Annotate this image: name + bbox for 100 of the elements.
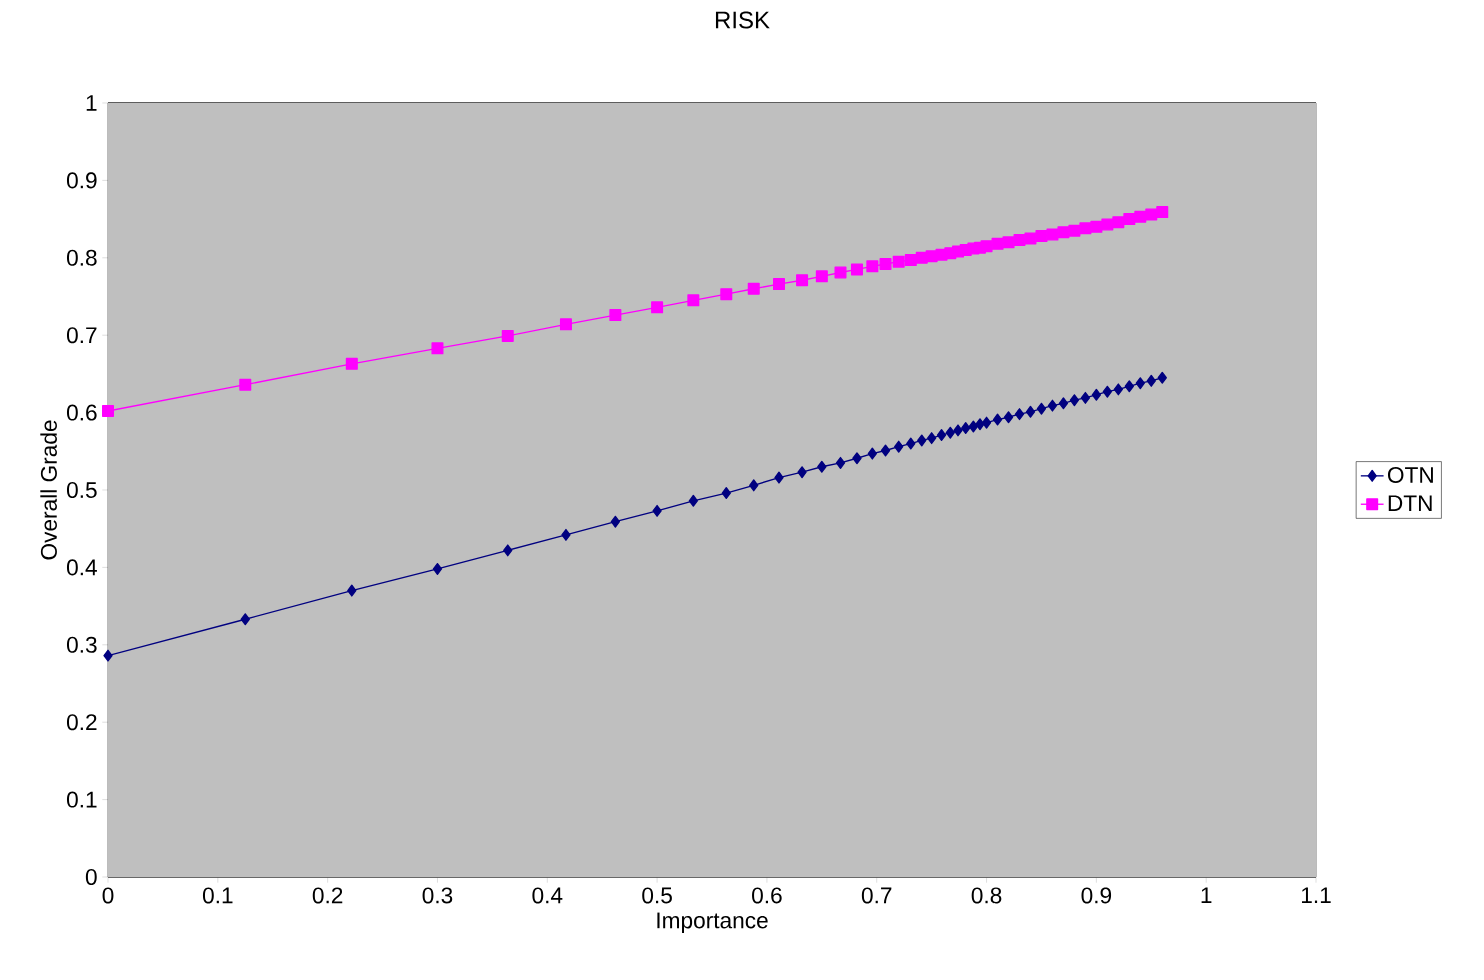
point [980, 240, 993, 253]
y-tick-label: 0.2 [66, 714, 97, 731]
point [892, 255, 905, 268]
y-tick-label: 0.1 [66, 791, 97, 808]
point [1135, 377, 1145, 390]
point [240, 613, 250, 626]
point [945, 426, 955, 439]
y-tick-label: 0.9 [66, 172, 97, 189]
y-tick-label: 0.7 [66, 327, 97, 344]
x-axis-title: Importance [657, 912, 768, 933]
point [815, 270, 828, 283]
y-tick-label: 0.5 [66, 481, 97, 499]
x-tick-label: 0 [102, 887, 114, 904]
point [102, 405, 115, 418]
y-tick-label: 0.4 [66, 559, 97, 576]
point [688, 494, 699, 507]
y-tick-label: 0 [85, 868, 97, 886]
x-tick-label: 0.9 [1081, 887, 1112, 904]
point [894, 440, 904, 453]
x-tick-label: 0.4 [532, 887, 563, 904]
x-tick-label: 0.8 [971, 887, 1002, 904]
point [797, 466, 807, 479]
point [609, 309, 622, 322]
point [852, 452, 862, 465]
point [345, 357, 358, 370]
point [1003, 411, 1014, 424]
point [687, 294, 700, 307]
point [610, 515, 621, 528]
point [1047, 399, 1058, 412]
point [774, 471, 784, 484]
x-tick-label: 0.1 [202, 887, 233, 904]
x-tick-label: 1 [1201, 887, 1212, 903]
chart-title: RISK [715, 11, 770, 29]
point [850, 263, 863, 276]
point [1145, 208, 1158, 221]
y-tick-label: 0.8 [66, 249, 97, 266]
point [1112, 216, 1125, 229]
point [904, 254, 917, 267]
point [953, 424, 963, 437]
y-tick-label: 0.3 [66, 636, 97, 653]
point [1025, 405, 1036, 418]
point [501, 329, 514, 342]
point [817, 460, 827, 473]
point [1058, 397, 1069, 410]
point [1068, 224, 1081, 237]
y-axis-title: Overall Grade [40, 420, 57, 560]
point [1101, 218, 1114, 231]
point [239, 378, 252, 391]
point [834, 266, 847, 279]
point [866, 260, 879, 273]
point [1123, 213, 1136, 226]
point [1102, 385, 1113, 398]
point [961, 422, 971, 435]
point [1157, 371, 1167, 384]
point [103, 649, 113, 662]
x-tick-label: 0.6 [752, 887, 782, 904]
point [1024, 232, 1037, 245]
point [1046, 228, 1059, 241]
point [1134, 210, 1147, 223]
x-tick-label: 0.7 [861, 887, 892, 904]
point [431, 342, 444, 355]
point [749, 479, 759, 492]
point [981, 416, 992, 429]
point [1080, 391, 1091, 404]
point [867, 447, 878, 460]
point [1079, 222, 1092, 235]
x-tick-label: 1.1 [1301, 887, 1331, 903]
point [835, 456, 846, 469]
point [651, 301, 664, 314]
legend-label: OTN [1387, 466, 1433, 483]
point [992, 413, 1003, 426]
point [936, 429, 947, 442]
point [1014, 408, 1025, 421]
point [968, 420, 979, 433]
point [347, 584, 357, 597]
point [559, 318, 572, 331]
point [1002, 236, 1015, 249]
point [747, 282, 760, 295]
point [652, 504, 662, 517]
point [1124, 380, 1134, 393]
point [1036, 402, 1047, 415]
point [1090, 220, 1103, 233]
point [975, 418, 985, 431]
point [1146, 374, 1156, 387]
point [432, 562, 443, 575]
point [773, 278, 785, 291]
point [926, 432, 937, 445]
point [1057, 226, 1070, 239]
point [991, 237, 1004, 250]
point [720, 288, 733, 301]
point [1091, 388, 1102, 401]
point [880, 444, 891, 457]
x-tick-label: 0.5 [642, 887, 672, 904]
y-tick-label: 1 [86, 95, 97, 111]
point [906, 437, 916, 450]
legend-label: DTN [1388, 495, 1432, 512]
point [917, 434, 927, 447]
y-tick-label: 0.6 [66, 404, 97, 421]
point [796, 274, 809, 287]
point [561, 528, 571, 541]
